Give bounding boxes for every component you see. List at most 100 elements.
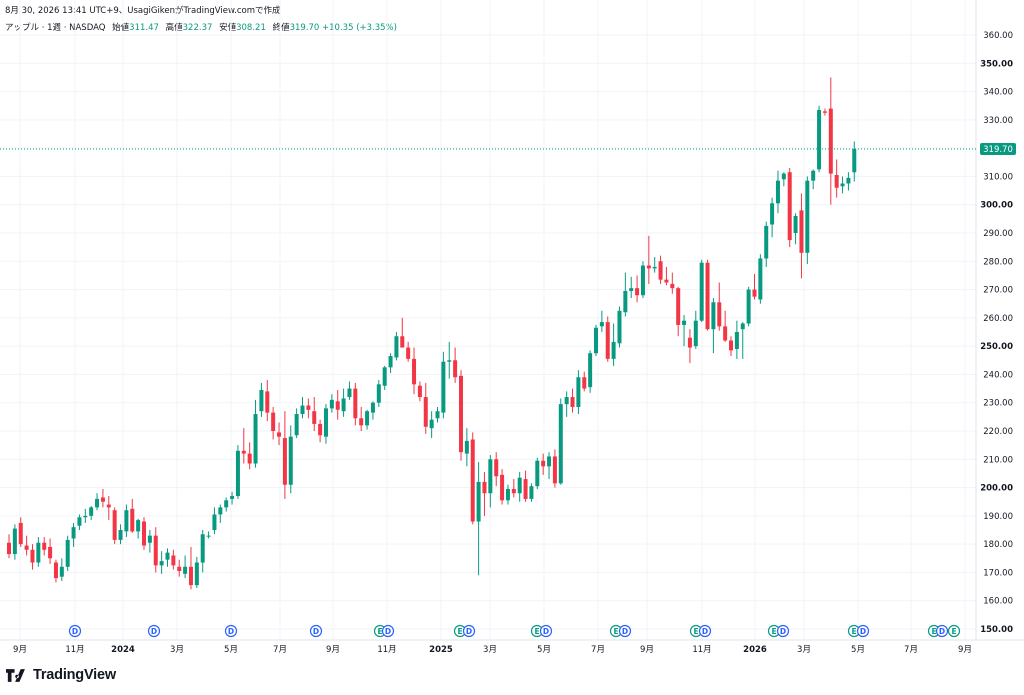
candle-body [65, 539, 70, 567]
candle-body [682, 320, 687, 325]
dividend-marker-icon-glyph: D [622, 627, 628, 636]
high-label: 高値 [165, 23, 183, 33]
candle-body [312, 411, 317, 424]
time-tick-label: 11月 [377, 645, 396, 655]
price-tick-label: 270.00 [983, 286, 1013, 296]
candle-body [558, 404, 563, 484]
price-tick-label: 340.00 [983, 88, 1013, 98]
candle-body [658, 261, 663, 280]
candle-body [194, 562, 199, 586]
price-tick-label: 290.00 [983, 229, 1013, 239]
candle-body [582, 377, 587, 389]
dividend-marker-icon-ring [147, 624, 161, 638]
candle-body [764, 225, 769, 259]
candle-body [171, 555, 176, 566]
candle-body [288, 436, 293, 485]
price-tick-label: 350.00 [980, 59, 1013, 69]
dividend-marker-icon-ring [68, 624, 82, 638]
candle-body [235, 450, 240, 497]
earnings-marker-icon-glyph: E [931, 627, 936, 636]
candle-body [705, 262, 710, 330]
price-tick-label: 190.00 [983, 512, 1013, 522]
time-tick-label: 5月 [851, 645, 865, 655]
candle-body [552, 456, 557, 484]
candle-body [852, 148, 857, 173]
candle-body [500, 474, 505, 501]
candle-body [153, 535, 158, 566]
dividend-marker-icon-glyph: D [466, 627, 472, 636]
dividend-marker-icon-glyph: D [313, 627, 319, 636]
candle-body [699, 262, 704, 321]
candle-body [335, 401, 340, 410]
candle-body [717, 302, 722, 327]
time-tick-label: 2025 [429, 645, 453, 655]
time-tick-label: 3月 [170, 645, 184, 655]
dividend-marker-icon-glyph: D [543, 627, 549, 636]
tradingview-logo-text: TradingView [33, 667, 116, 683]
candle-body [159, 561, 164, 566]
candle-body [599, 322, 604, 327]
tradingview-logo[interactable]: TradingView [6, 667, 116, 683]
candle-body [799, 210, 804, 253]
candle-body [711, 302, 716, 330]
candle-body [241, 450, 246, 454]
candle-body [505, 488, 510, 501]
time-tick-label: 7月 [591, 645, 605, 655]
last-price-tag: 319.70 [980, 142, 1016, 155]
dividend-marker-icon-ring [224, 624, 238, 638]
candle-body [517, 477, 522, 494]
candle-body [541, 460, 546, 467]
earnings-marker-icon-glyph: E [377, 627, 382, 636]
price-tick-label: 220.00 [983, 427, 1013, 437]
dividend-marker-icon-ring [776, 624, 790, 638]
price-tick-label: 180.00 [983, 540, 1013, 550]
candle-body [130, 508, 135, 532]
time-tick-label: 9月 [958, 645, 972, 655]
candle-body [230, 496, 235, 499]
candle-body [118, 530, 123, 540]
dividend-marker-icon: D [698, 624, 712, 638]
candle-body [723, 326, 728, 341]
candle-body [605, 322, 610, 359]
dividend-marker-icon: D [539, 624, 553, 638]
candle-body [18, 522, 23, 545]
candle-body [588, 353, 593, 388]
price-tick-label: 200.00 [980, 484, 1013, 494]
candle-body [370, 402, 375, 413]
open-value: 311.47 [129, 23, 159, 33]
candle-body [277, 432, 282, 437]
price-tick-label: 280.00 [983, 257, 1013, 267]
time-tick-label: 11月 [692, 645, 711, 655]
candle-body [693, 320, 698, 347]
candle-body [429, 419, 434, 429]
earnings-marker-icon-glyph: E [534, 627, 539, 636]
candle-body [734, 332, 739, 349]
low-value: 308.21 [236, 23, 266, 33]
earnings-marker-icon-glyph: E [851, 627, 856, 636]
time-axis[interactable]: 9月 11月 2024 3月 5月 7月 9月 11月 2025 3月 5月 7月 9月 11月 2026 3… [13, 645, 972, 655]
dividend-marker-icon-glyph: D [151, 627, 157, 636]
price-tick-label: 300.00 [980, 201, 1013, 211]
ohlc-legend: アップル · 1週 · NASDAQ 始値311.47 高値322.37 安値3… [5, 21, 397, 33]
price-tick-label: 260.00 [983, 314, 1013, 324]
candle-body [400, 336, 405, 348]
candlestick-chart[interactable]: 150.00 160.00 170.00 180.00 190.00 200.00 210.… [0, 0, 1024, 660]
last-price-tag-text: 319.70 [983, 145, 1013, 155]
candle-body [282, 438, 287, 485]
candle-body [83, 515, 88, 518]
price-axis[interactable]: 150.00 160.00 170.00 180.00 190.00 200.00 210.… [980, 31, 1013, 635]
candle-body [623, 290, 628, 313]
candle-body [482, 481, 487, 494]
candles [7, 77, 857, 590]
candle-body [846, 177, 851, 184]
candle-body [112, 510, 117, 540]
candle-body [787, 172, 792, 241]
candle-body [359, 418, 364, 426]
candle-body [294, 414, 299, 436]
earnings-marker-icon-glyph: E [771, 627, 776, 636]
tradingview-logo-icon [6, 668, 25, 682]
candle-body [576, 377, 581, 407]
horizontal-gridlines [0, 34, 976, 630]
candle-body [511, 488, 516, 494]
